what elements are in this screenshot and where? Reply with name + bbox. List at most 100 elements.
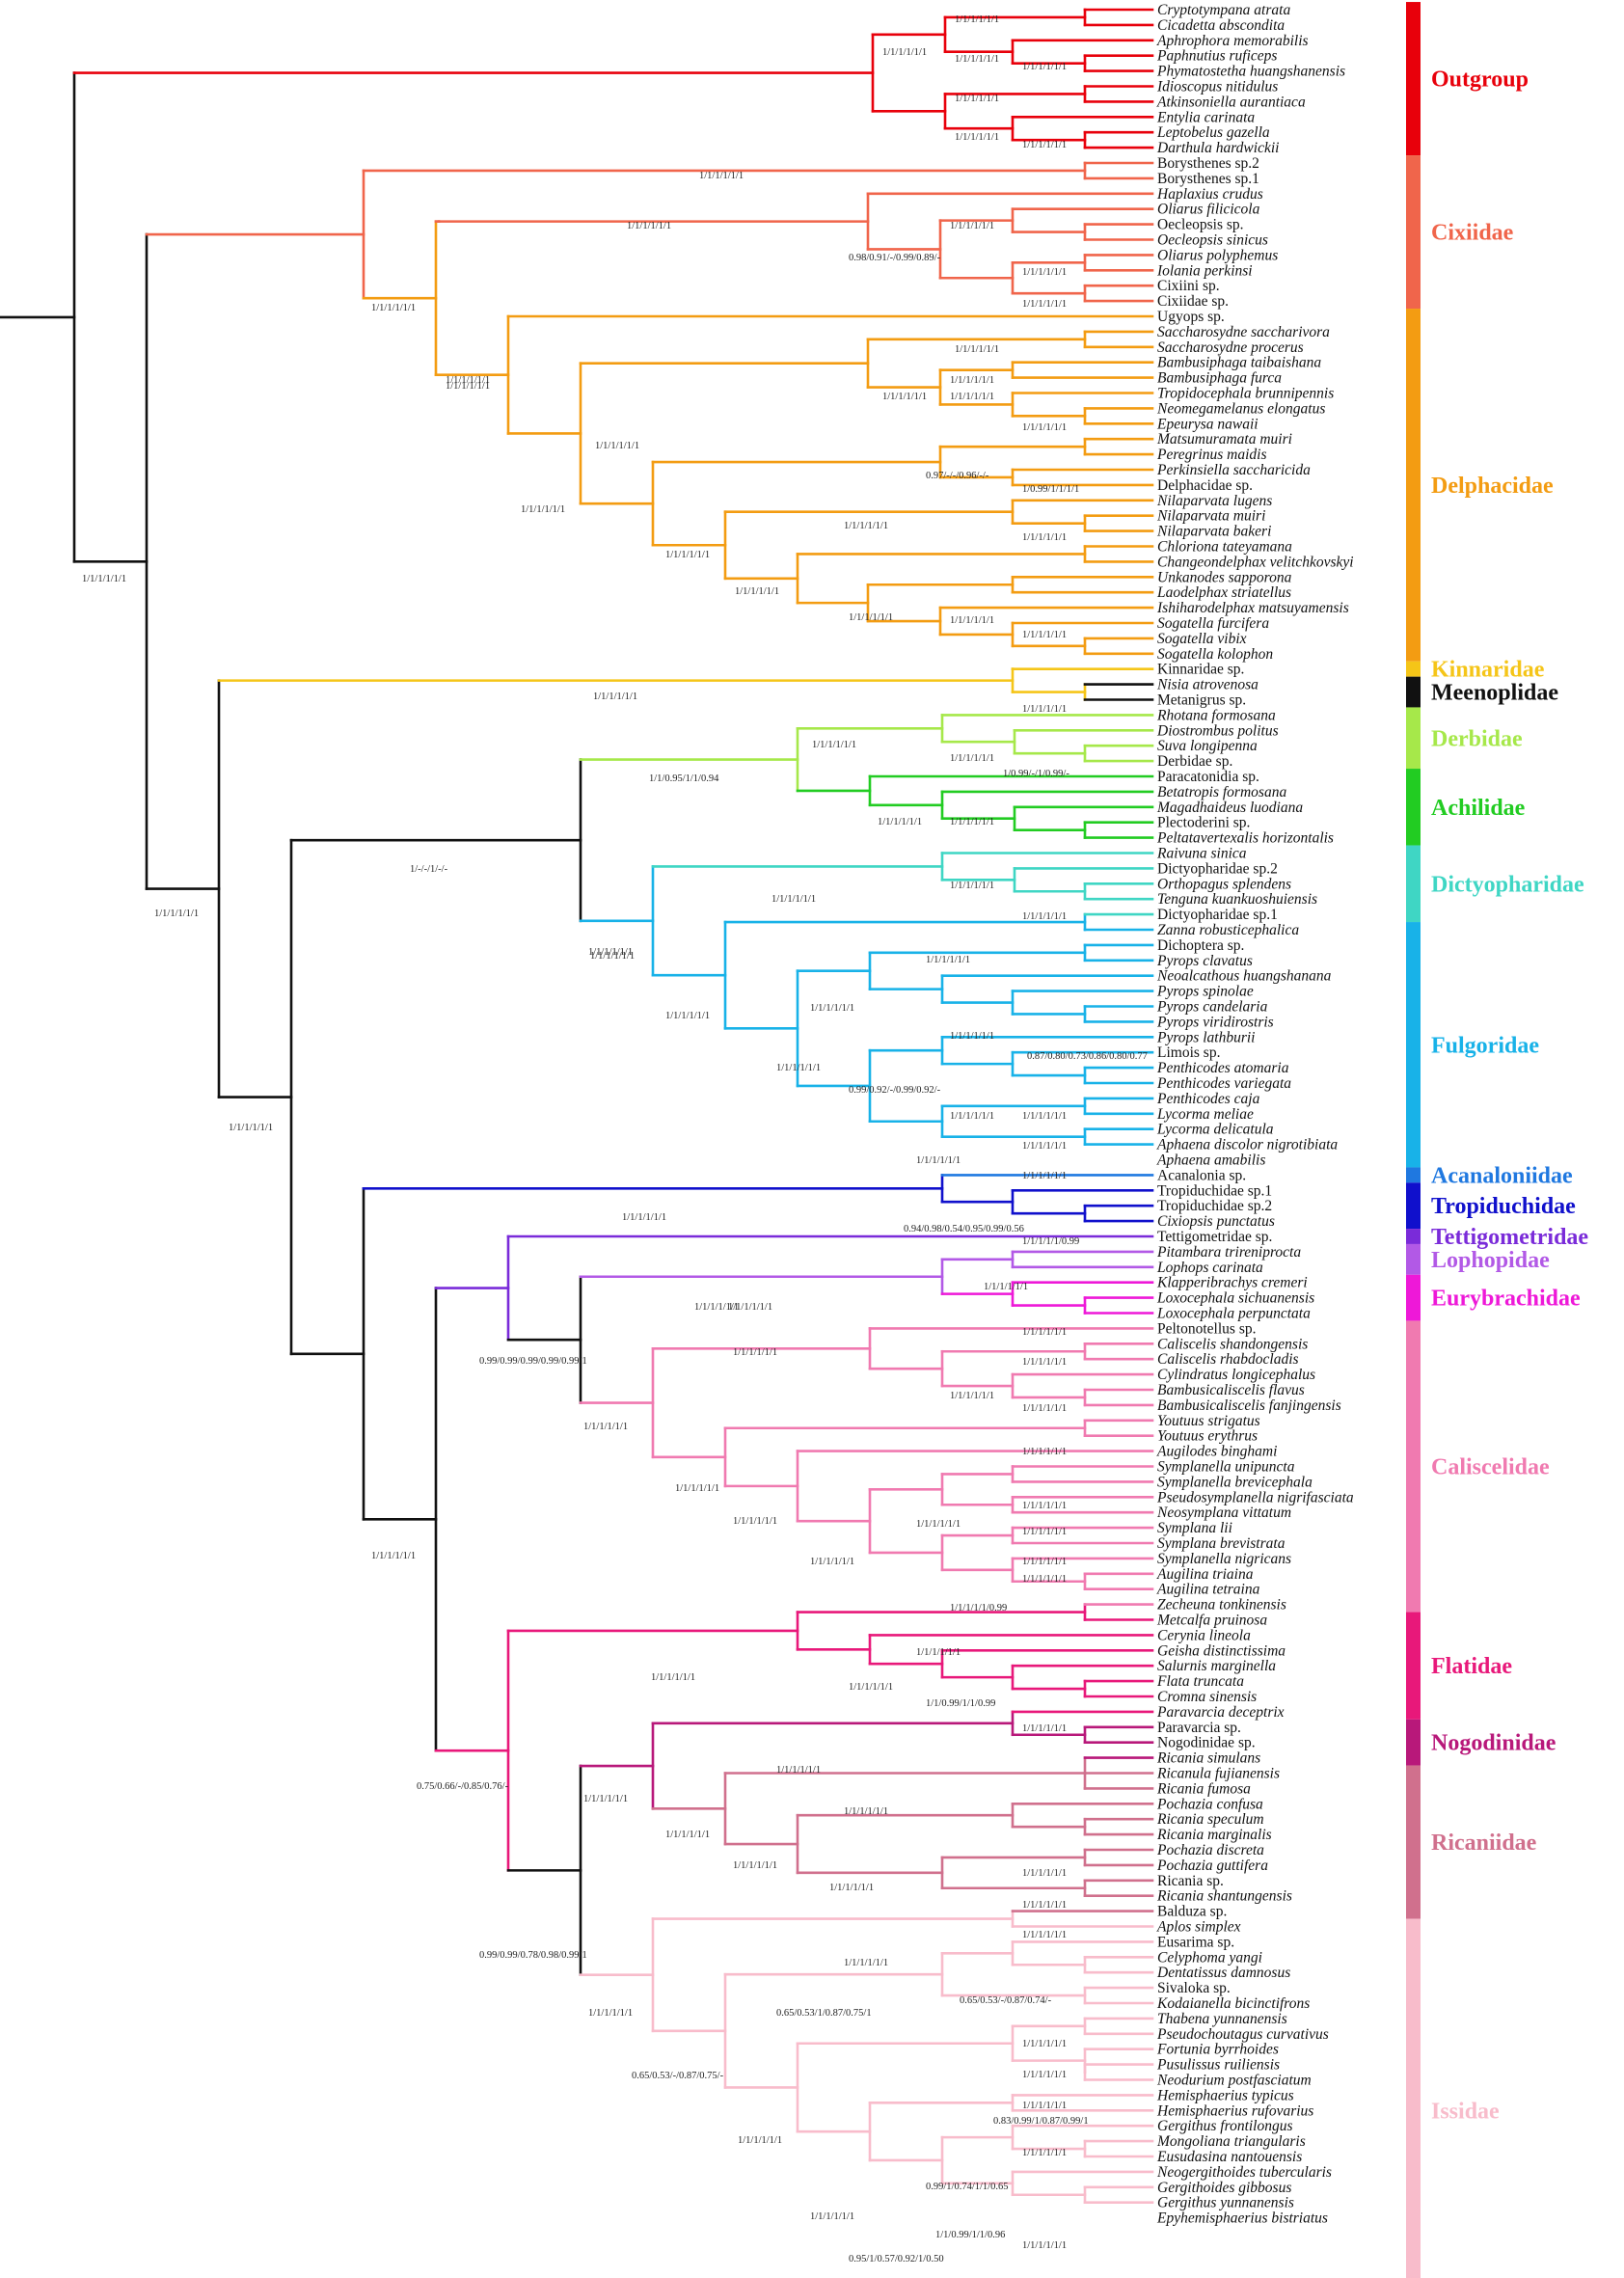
clade-bar-eurybrachidae: [1406, 1274, 1421, 1321]
clade-bar-kinnaridae: [1406, 661, 1421, 677]
taxon-label: Phymatostetha huangshanensis: [1156, 64, 1345, 80]
support-value-50: 1/1/1/1/1/1: [1022, 1141, 1067, 1152]
group-label-eurybrachidae: Eurybrachidae: [1431, 1287, 1581, 1312]
group-label-lophopidae: Lophopidae: [1431, 1248, 1550, 1273]
taxon-label: Zecheuna tonkinensis: [1157, 1597, 1286, 1614]
taxon-label: Cixiidae sp.: [1157, 293, 1229, 310]
taxon-label: Orthopagus splendens: [1157, 876, 1291, 892]
support-value-32: 1/1/1/1/1/1: [1022, 704, 1067, 715]
taxon-label: Cicadetta abscondita: [1157, 17, 1285, 34]
taxon-label: Celyphoma yangi: [1157, 1949, 1262, 1966]
support-value-45: 1/1/1/1/1/1: [950, 1031, 994, 1042]
taxon-label: Cixiini sp.: [1157, 278, 1220, 294]
taxon-label: Neoalcathous huangshanana: [1156, 968, 1332, 985]
group-labels: Outgroup Cixiidae Delphacidae KinnaridaeMee…: [1431, 68, 1588, 2125]
taxon-label: Saccharosydne saccharivora: [1157, 324, 1330, 340]
taxon-label: Salurnis marginella: [1157, 1658, 1276, 1674]
taxon-label: Oliarus polyphemus: [1157, 247, 1278, 263]
taxon-label: Pochazia discreta: [1156, 1842, 1264, 1858]
taxon-label: Sivaloka sp.: [1157, 1980, 1231, 1996]
taxon-label: Pyrops lathburii: [1156, 1029, 1255, 1045]
taxon-label: Symplana lii: [1157, 1520, 1232, 1536]
taxon-label: Saccharosydne procerus: [1157, 339, 1304, 356]
taxon-label: Youtuus strigatus: [1157, 1413, 1260, 1429]
taxon-label: Derbidae sp.: [1157, 753, 1232, 770]
support-value-29: 1/1/1/1/1/1: [446, 375, 490, 386]
taxon-label: Augilina tetraina: [1156, 1582, 1260, 1598]
support-value-113: 1/-/-/1/-/-: [410, 864, 448, 875]
taxon-label: Aphrophora memorabilis: [1156, 33, 1309, 49]
support-value-79: 0.99/0.99/0.99/0.99/0.99/1: [479, 1356, 587, 1367]
support-value-27: 1/1/1/1/1/1: [521, 504, 565, 515]
taxon-label: Zanna robusticephalica: [1157, 922, 1299, 938]
support-values: 1/1/1/1/1/1 1/1/1/1/1/1 1/1/1/1/1/1 1/1/1/1…: [82, 14, 1148, 2264]
support-value-47: 1/1/1/1/1/1: [1022, 1111, 1067, 1122]
taxon-label: Ricania shantungensis: [1156, 1888, 1292, 1905]
taxon-label: Unkanodes sapporona: [1157, 569, 1292, 585]
taxon-label: Pseudosymplanella nigrifasciata: [1156, 1489, 1354, 1505]
support-value-39: 1/1/0.95/1/1/0.94: [649, 773, 719, 784]
taxon-label: Nilaparvata bakeri: [1156, 524, 1271, 540]
support-value-114: 1/1/1/1/1/1: [229, 1123, 273, 1133]
support-value-36: 1/1/1/1/1/1: [812, 740, 856, 750]
support-value-109: 1/1/1/1/1/1: [588, 2008, 633, 2019]
taxon-label: Hemisphaerius typicus: [1156, 2087, 1294, 2103]
support-value-93: 1/1/1/1/1/1: [583, 1794, 628, 1804]
clade-bar-meenoplidae: [1406, 676, 1421, 708]
taxon-label: Ricanula fujianensis: [1156, 1766, 1280, 1782]
taxon-label: Ricania fumosa: [1156, 1780, 1251, 1797]
clade-bar-tropiduchidae: [1406, 1182, 1421, 1230]
taxon-label: Symplana brevistrata: [1157, 1535, 1286, 1552]
support-value-104: 1/1/0.99/1/1/0.96: [935, 2230, 1005, 2240]
support-value-80: 1/1/1/1/1/1: [916, 1647, 961, 1658]
support-value-8: 1/1/1/1/1/1: [950, 221, 994, 231]
group-label-dictyopharidae: Dictyopharidae: [1431, 872, 1584, 897]
support-value-15: 1/1/1/1/1/1: [950, 392, 994, 402]
taxon-label: Penthicodes caja: [1156, 1091, 1260, 1107]
support-value-98: 1/1/1/1/1/1: [1022, 2070, 1067, 2080]
taxon-label: Pyrops viridirostris: [1156, 1014, 1274, 1030]
taxon-label: Neogergithoides tubercularis: [1156, 2164, 1332, 2181]
support-value-43: 1/1/1/1/1/1: [926, 955, 970, 965]
taxon-label: Pochazia confusa: [1156, 1796, 1263, 1812]
taxon-label: Ishiharodelphax matsuyamensis: [1156, 600, 1349, 616]
taxon-label: Kinnaridae sp.: [1157, 662, 1244, 678]
clade-bar-outgroup: [1406, 2, 1421, 156]
clade-bar-fulgoridae: [1406, 922, 1421, 1168]
taxon-label: Tropidocephala brunnipennis: [1157, 386, 1334, 402]
taxon-label: Klapperibrachys cremeri: [1156, 1275, 1308, 1291]
taxon-label: Kodaianella bicinctifrons: [1156, 1995, 1310, 2012]
support-value-5: 1/1/1/1/1/1: [955, 94, 999, 104]
clade-bar-lophopidae: [1406, 1243, 1421, 1275]
support-value-106: 1/1/1/1/1/1: [810, 2211, 854, 2222]
support-value-24: 1/1/1/1/1/1: [849, 612, 893, 623]
support-value-67: 1/1/1/1/1/1: [1022, 1447, 1067, 1457]
support-value-111: 0.75/0.66/-/0.85/0.76/-: [417, 1781, 509, 1792]
taxon-label: Acanalonia sp.: [1157, 1167, 1246, 1183]
support-value-13: 1/1/1/1/1/1: [950, 375, 994, 386]
taxon-label: Tropiduchidae sp.2: [1157, 1198, 1272, 1214]
taxon-label: Nogodinidae sp.: [1157, 1735, 1256, 1751]
taxon-label: Metcalfa pruinosa: [1156, 1613, 1267, 1629]
group-label-flatidae: Flatidae: [1431, 1654, 1512, 1679]
taxon-label: Ricania marginalis: [1156, 1827, 1272, 1843]
taxon-label: Neomegamelanus elongatus: [1156, 400, 1325, 417]
taxon-label: Gergithus yunnanensis: [1157, 2195, 1294, 2211]
support-value-60: 1/1/1/1/1/1: [984, 1282, 1028, 1292]
taxon-label: Haplaxius crudus: [1156, 186, 1263, 203]
clade-bar-issidae: [1406, 1918, 1421, 2278]
support-value-0: 1/1/1/1/1/1: [1022, 62, 1067, 72]
support-value-53: 1/1/1/1/1/1: [776, 1063, 821, 1073]
group-label-cixiidae: Cixiidae: [1431, 221, 1514, 246]
clade-bar-achilidae: [1406, 769, 1421, 846]
taxon-label: Borysthenes sp.1: [1157, 171, 1259, 187]
taxon-label: Tenguna kuankuoshuiensis: [1157, 891, 1317, 908]
taxon-label: Penthicodes atomaria: [1156, 1060, 1289, 1076]
clade-bar-cixiidae: [1406, 155, 1421, 310]
taxon-label: Paracatonidia sp.: [1157, 769, 1259, 785]
support-value-77: 1/1/1/1/1/1: [583, 1422, 628, 1432]
support-value-100: 1/1/1/1/1/1: [1022, 2101, 1067, 2111]
taxon-label: Paravarcia sp.: [1157, 1720, 1241, 1736]
taxon-label: Borysthenes sp.2: [1157, 155, 1259, 172]
